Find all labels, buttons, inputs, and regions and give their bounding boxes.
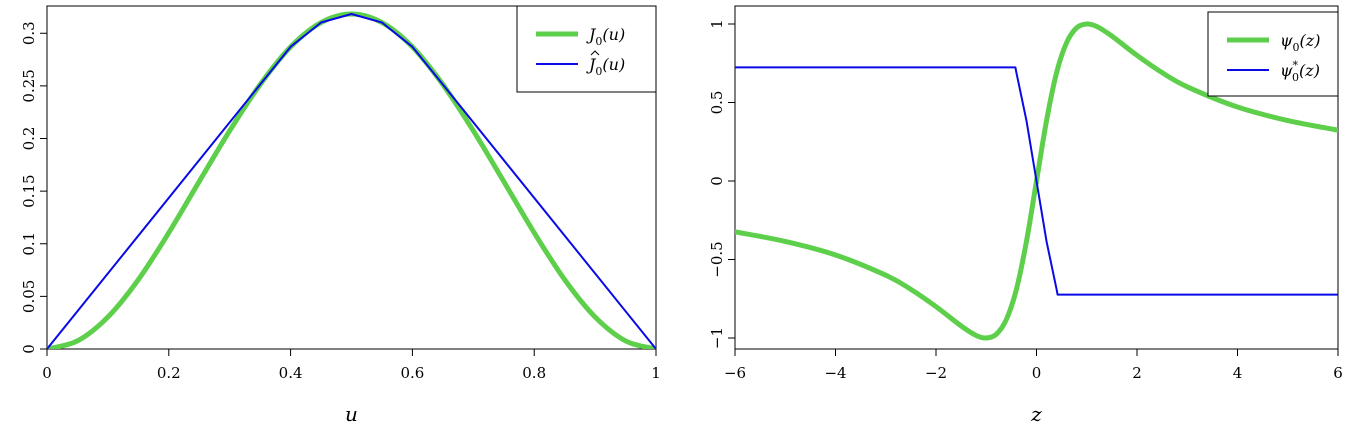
y-tick-label: 0 — [20, 344, 38, 354]
x-tick-label: 6 — [1333, 364, 1343, 382]
legend: J0(u) J0(u) — [516, 5, 657, 93]
legend-entry-label: ψ* 0(z) — [1280, 59, 1320, 84]
legend-entry-label: J0(u) — [586, 55, 625, 78]
x-tick-label: 0.8 — [522, 364, 546, 382]
x-tick-label: −6 — [724, 364, 746, 382]
legend-box — [1207, 11, 1339, 97]
series-line-2 — [47, 13, 656, 349]
hat-accent — [590, 50, 600, 56]
x-tick-label: 0.4 — [279, 364, 303, 382]
y-tick-label: 1 — [708, 19, 726, 29]
legend-entry-label: J0(u) — [586, 25, 625, 48]
y-tick-label: 0.25 — [20, 69, 38, 102]
series-line-2 — [735, 66, 1338, 296]
series-group — [47, 11, 656, 349]
x-axis-label: z — [1030, 402, 1042, 426]
x-tick-label: 0.2 — [157, 364, 181, 382]
x-tick-label: 4 — [1233, 364, 1243, 382]
x-tick-label: 2 — [1132, 364, 1142, 382]
y-tick-label: 0.1 — [20, 232, 38, 256]
chart-panel-2: −6 −4 −2 0 2 4 6 −1 −0.5 0 0.5 1 z ψ0(z) ψ* 0(z) — [708, 5, 1343, 426]
legend-box — [516, 5, 657, 93]
y-tick-label: 0.5 — [708, 91, 726, 115]
y-tick-label: 0.05 — [20, 280, 38, 313]
series-group — [735, 21, 1338, 341]
x-tick-label: 0.6 — [400, 364, 424, 382]
y-tick-label: −1 — [708, 327, 726, 349]
x-tick-label: 1 — [651, 364, 661, 382]
y-tick-label: 0.3 — [20, 21, 38, 45]
legend: ψ0(z) ψ* 0(z) — [1207, 11, 1339, 97]
x-tick-label: 0 — [1032, 364, 1042, 382]
y-tick-label: 0 — [708, 176, 726, 186]
x-tick-label: −4 — [824, 364, 846, 382]
y-tick-label: −0.5 — [708, 241, 726, 277]
x-tick-label: −2 — [925, 364, 947, 382]
x-axis-label: u — [345, 402, 358, 426]
y-tick-label: 0.15 — [20, 174, 38, 207]
legend-entry-label: ψ0(z) — [1280, 31, 1320, 54]
chart-panel-1: 0 0.2 0.4 0.6 0.8 1 0 0.05 0.1 0.15 0.2 0.25 0.3 u J0(… — [20, 5, 661, 426]
x-tick-label: 0 — [42, 364, 52, 382]
y-tick-label: 0.2 — [20, 127, 38, 151]
